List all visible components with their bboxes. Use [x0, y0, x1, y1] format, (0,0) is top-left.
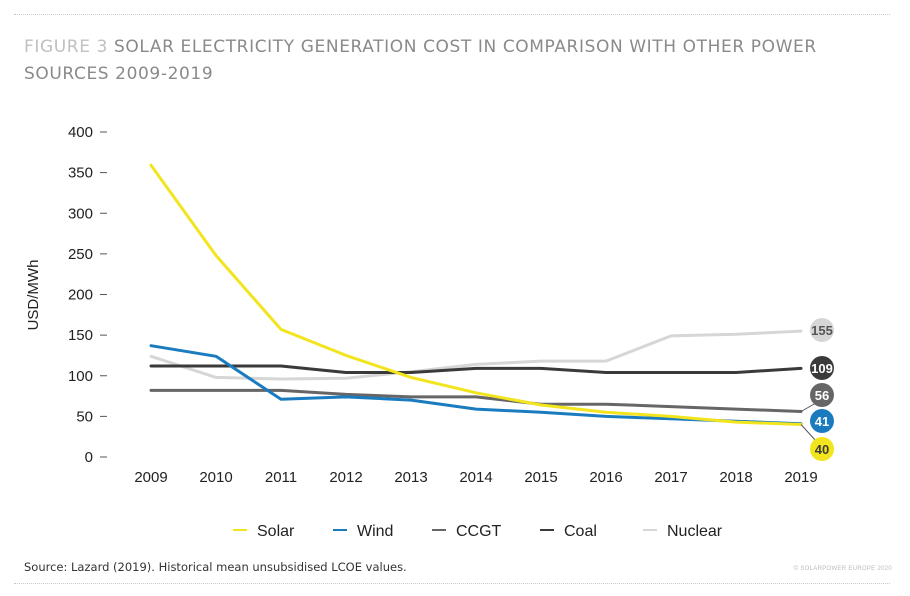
x-axis: 2009 2010 2011 2012 2013 2014 2015 2016 2017 2018…: [134, 469, 817, 486]
y-tick-label: 150: [68, 327, 93, 344]
end-label-badge-nuclear: [810, 318, 834, 342]
end-label-badge-wind: [810, 409, 834, 433]
series-line-solar: [149, 163, 803, 426]
copyright-note: © SOLARPOWER EUROPE 2020: [793, 566, 892, 572]
top-divider: [14, 14, 890, 15]
legend-label: Solar: [257, 523, 295, 540]
series-line-coal: [149, 364, 803, 374]
figure-title-text: SOLAR ELECTRICITY GENERATION COST IN COM…: [24, 37, 817, 84]
bottom-divider: [14, 583, 890, 584]
end-label-connector: [800, 424, 817, 442]
y-tick-label: 350: [68, 165, 93, 182]
end-label-badge-coal: [810, 356, 834, 380]
end-label-value: 109: [811, 361, 833, 376]
x-tick-label: 2010: [199, 469, 232, 486]
legend-item-ccgt: CCGT: [432, 523, 502, 540]
y-tick-label: 50: [76, 408, 93, 425]
legend-item-solar: Solar: [233, 523, 295, 540]
y-axis-label: USD/MWh: [25, 260, 42, 331]
end-label-value: 40: [815, 442, 829, 457]
x-tick-label: 2011: [265, 469, 297, 486]
x-tick-label: 2018: [719, 469, 752, 486]
series-line-ccgt: [149, 388, 803, 413]
y-tick-label: 100: [68, 368, 93, 385]
y-tick-label: 300: [68, 205, 93, 222]
legend-item-wind: Wind: [333, 523, 393, 540]
y-axis: 0 50 100 150 200 250 300 350 400: [68, 124, 107, 466]
x-tick-label: 2016: [589, 469, 622, 486]
legend-item-coal: Coal: [540, 523, 597, 540]
x-tick-label: 2012: [329, 469, 362, 486]
x-tick-label: 2017: [654, 469, 687, 486]
figure-label: FIGURE 3: [24, 37, 108, 57]
legend-label: Coal: [564, 523, 597, 540]
legend-label: Wind: [357, 523, 393, 540]
series-line-nuclear: [149, 329, 803, 381]
x-tick-label: 2009: [134, 469, 167, 486]
y-tick-label: 400: [68, 124, 93, 141]
legend: Solar Wind CCGT Coal Nuclear: [233, 523, 723, 540]
x-tick-label: 2013: [394, 469, 427, 486]
end-label-badge-ccgt: [810, 383, 834, 407]
y-tick-label: 250: [68, 246, 93, 263]
end-label-value: 56: [815, 388, 829, 403]
end-label-value: 155: [811, 323, 833, 338]
series-line-wind: [149, 344, 803, 426]
end-labels: 40 41 56 109 155: [800, 318, 834, 461]
series-lines: [149, 163, 803, 426]
end-label-value: 41: [815, 414, 829, 429]
figure-title: FIGURE 3 SOLAR ELECTRICITY GENERATION CO…: [24, 34, 894, 88]
y-tick-label: 200: [68, 287, 93, 304]
legend-label: Nuclear: [667, 523, 723, 540]
legend-item-nuclear: Nuclear: [643, 523, 723, 540]
x-tick-label: 2015: [524, 469, 557, 486]
end-label-connector: [800, 402, 817, 412]
x-tick-label: 2014: [459, 469, 492, 486]
source-note: Source: Lazard (2019). Historical mean u…: [24, 560, 407, 574]
legend-label: CCGT: [456, 523, 502, 540]
y-tick-label: 0: [85, 449, 93, 466]
x-tick-label: 2019: [784, 469, 817, 486]
end-label-badge-solar: [810, 437, 834, 461]
